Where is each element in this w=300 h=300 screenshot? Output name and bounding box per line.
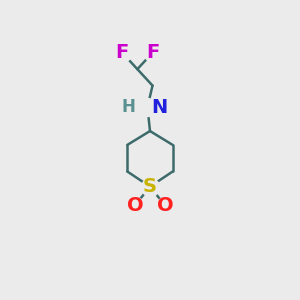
- Text: F: F: [146, 43, 159, 62]
- Text: F: F: [116, 43, 129, 62]
- Text: O: O: [127, 196, 143, 215]
- Text: O: O: [157, 196, 173, 215]
- Text: S: S: [143, 177, 157, 196]
- Text: H: H: [121, 98, 135, 116]
- Text: N: N: [151, 98, 167, 117]
